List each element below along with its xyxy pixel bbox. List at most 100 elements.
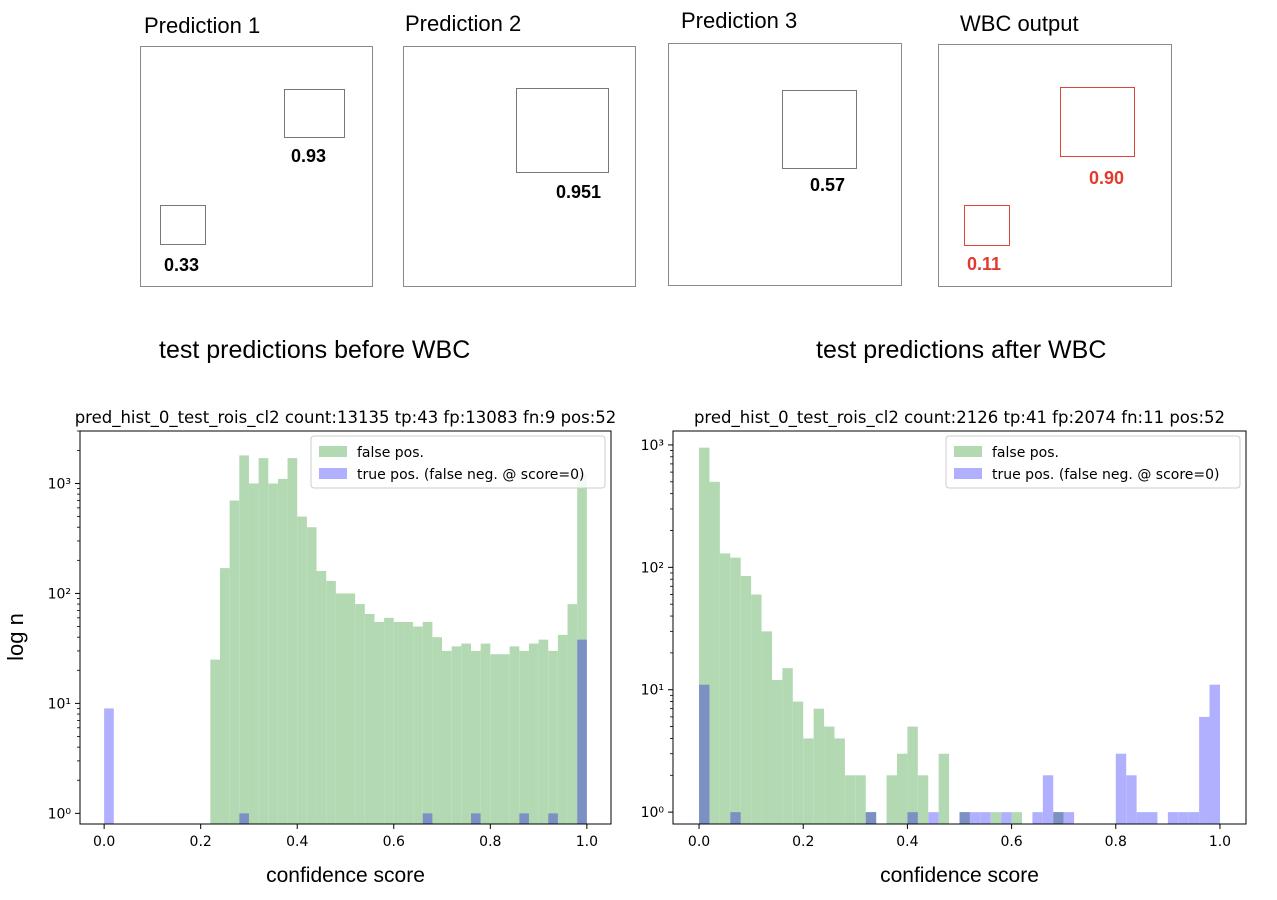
true-pos-bar <box>1178 812 1189 824</box>
false-pos-bar <box>557 634 568 824</box>
true-pos-bar <box>422 813 433 824</box>
y-tick-label: 10¹ <box>641 683 664 699</box>
true-pos-bar <box>1209 684 1220 824</box>
y-tick-label: 10² <box>641 560 664 576</box>
false-pos-bar <box>824 726 835 824</box>
false-pos-bar <box>258 458 269 824</box>
chart-title: pred_hist_0_test_rois_cl2 count:2126 tp:… <box>694 408 1225 428</box>
axes-frame <box>79 430 612 825</box>
false-pos-bar <box>277 478 288 824</box>
legend-swatch <box>319 468 347 479</box>
false-pos-bar <box>316 570 327 824</box>
box-score: 0.951 <box>556 182 602 202</box>
y-tick-label: 10³ <box>641 438 664 454</box>
false-pos-bar <box>719 553 731 824</box>
x-tick-label: 0.4 <box>896 834 918 850</box>
false-pos-bar <box>751 594 762 824</box>
panel-title-prediction-1: Prediction 1 <box>144 13 261 38</box>
false-pos-bar <box>239 455 249 824</box>
false-pos-bar <box>374 621 385 824</box>
bounding-box <box>160 205 206 245</box>
false-pos-bar <box>451 646 462 824</box>
bounding-box <box>964 205 1010 246</box>
panel-title-prediction-2: Prediction 2 <box>405 11 522 36</box>
false-pos-bar <box>490 654 500 824</box>
true-pos-bar <box>865 812 877 824</box>
x-tick-label: 0.0 <box>93 834 115 850</box>
true-pos-bar <box>699 684 710 824</box>
false-pos-bar <box>268 483 278 824</box>
x-tick-label: 0.2 <box>190 834 212 850</box>
false-pos-bar <box>938 753 950 824</box>
box-score: 0.90 <box>1089 168 1125 188</box>
true-pos-bar <box>1136 812 1148 824</box>
false-pos-bar <box>248 483 259 824</box>
legend-swatch <box>954 446 982 457</box>
x-tick-label: 0.8 <box>479 834 501 850</box>
true-pos-bar <box>1188 812 1200 824</box>
false-pos-bar <box>699 447 710 824</box>
box-score: 0.11 <box>967 254 1002 274</box>
x-tick-label: 1.0 <box>1209 834 1231 850</box>
true-pos-bar <box>1053 812 1064 824</box>
bounding-box <box>782 90 857 169</box>
false-pos-bar <box>855 775 866 824</box>
false-pos-bar <box>567 604 578 824</box>
true-pos-bar <box>471 813 481 824</box>
false-pos-bar <box>886 775 897 824</box>
false-pos-bar <box>326 580 336 824</box>
false-pos-bar <box>509 646 520 824</box>
chart-title: pred_hist_0_test_rois_cl2 count:13135 tp… <box>75 408 617 428</box>
false-pos-bar <box>730 557 741 824</box>
y-tick-label: 10¹ <box>48 696 71 712</box>
true-pos-bar <box>577 639 587 824</box>
false-pos-bar <box>403 621 414 824</box>
histogram-before-wbc: pred_hist_0_test_rois_cl2 count:13135 tp… <box>48 408 617 887</box>
false-pos-bar <box>471 650 481 824</box>
false-pos-bar <box>990 812 1002 824</box>
y-tick-label: 10² <box>48 586 71 602</box>
x-tick-label: 0.6 <box>383 834 405 850</box>
legend <box>945 435 1241 489</box>
false-pos-bar <box>499 654 510 824</box>
legend-label: false pos. <box>992 445 1059 461</box>
true-pos-bar <box>980 812 991 824</box>
true-pos-bar <box>928 812 939 824</box>
true-pos-bar <box>1032 812 1043 824</box>
legend-label: true pos. (false neg. @ score=0) <box>357 467 585 483</box>
false-pos-bar <box>803 738 814 824</box>
prediction-panel-3: 0.57 <box>668 43 902 286</box>
false-pos-bar <box>219 568 230 824</box>
x-tick-label: 0.4 <box>286 834 308 850</box>
false-pos-bar <box>306 527 317 824</box>
true-pos-bar <box>239 813 249 824</box>
x-tick-label: 1.0 <box>576 834 598 850</box>
prediction-panel-1: 0.93 0.33 <box>140 46 373 287</box>
false-pos-bar <box>422 621 433 824</box>
false-pos-bar <box>813 708 825 824</box>
true-pos-bar <box>1147 812 1158 824</box>
true-pos-bar <box>907 812 918 824</box>
bounding-box <box>284 89 345 138</box>
legend-swatch <box>954 468 982 479</box>
false-pos-bar <box>432 637 443 824</box>
false-pos-bar <box>297 516 307 824</box>
false-pos-bar <box>834 738 845 824</box>
true-pos-bar <box>730 812 741 824</box>
false-pos-bar <box>896 753 908 824</box>
false-pos-bar <box>782 668 793 824</box>
false-pos-bar <box>519 650 529 824</box>
false-pos-bar <box>229 500 240 824</box>
false-pos-bar <box>740 575 752 824</box>
false-pos-bar <box>480 643 491 824</box>
heading-before-wbc: test predictions before WBC <box>159 336 471 364</box>
true-pos-bar <box>104 708 114 824</box>
false-pos-bar <box>442 650 452 824</box>
true-pos-bar <box>969 812 981 824</box>
false-pos-bar <box>538 639 549 824</box>
legend <box>310 435 606 489</box>
false-pos-bar <box>528 643 539 824</box>
box-score: 0.93 <box>291 146 327 166</box>
x-tick-label: 0.0 <box>688 834 710 850</box>
true-pos-bar <box>548 813 558 824</box>
